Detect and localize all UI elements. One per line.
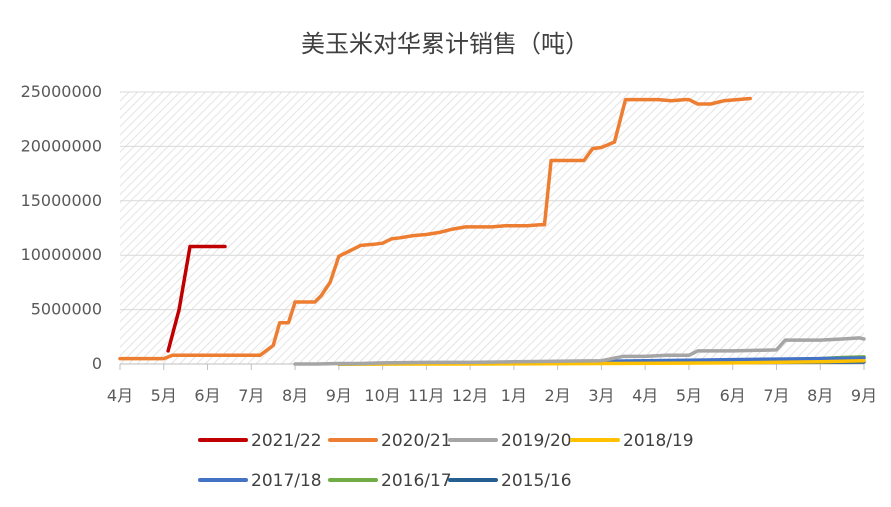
x-tick-label: 9月 [326, 386, 352, 405]
y-tick-label: 20000000 [21, 136, 102, 155]
y-tick-label: 10000000 [21, 245, 102, 264]
y-tick-label: 0 [92, 354, 102, 373]
x-tick-label: 4月 [632, 386, 658, 405]
x-tick-label: 7月 [763, 386, 789, 405]
series-line-2019-20 [293, 336, 866, 366]
legend: 2021/22 2020/21 2019/20 2018/19 2017/18 2016/… [198, 431, 694, 491]
x-tick-label: 8月 [282, 386, 308, 405]
x-tick-label: 6月 [194, 386, 220, 405]
x-tick-label: 5月 [151, 386, 177, 405]
y-axis: 0 5000000 10000000 15000000 20000000 25000000 [21, 82, 102, 373]
x-tick-label: 1月 [501, 386, 527, 405]
x-tick-label: 9月 [851, 386, 877, 405]
y-tick-label: 15000000 [21, 191, 102, 210]
y-tick-label: 25000000 [21, 82, 102, 101]
x-tick-label: 10月 [364, 386, 400, 405]
legend-label: 2017/18 [251, 471, 322, 491]
x-tick-label: 3月 [588, 386, 614, 405]
x-tick-label: 2月 [545, 386, 571, 405]
series-line-2020-21 [118, 96, 752, 361]
x-tick-label: 6月 [720, 386, 746, 405]
x-tick-label: 11月 [408, 386, 444, 405]
x-tick-label: 7月 [238, 386, 264, 405]
y-tick-label: 5000000 [31, 300, 102, 319]
chart-title: 美玉米对华累计销售（吨） [301, 30, 589, 58]
x-tick-label: 12月 [452, 386, 488, 405]
x-tick-label: 5月 [676, 386, 702, 405]
series-lines [118, 96, 866, 366]
legend-label: 2018/19 [623, 431, 694, 451]
legend-label: 2015/16 [501, 471, 572, 491]
series-line-2021-22 [166, 244, 227, 353]
x-tick-label: 4月 [107, 386, 133, 405]
legend-label: 2019/20 [501, 431, 572, 451]
x-axis: 4月 5月 6月 7月 8月 9月 10月 11月 12月 1月 2月 3月 4月 5月 6月 7月 8月 9月 [107, 363, 877, 405]
legend-label: 2016/17 [381, 471, 452, 491]
legend-label: 2021/22 [251, 431, 322, 451]
legend-label: 2020/21 [381, 431, 452, 451]
x-tick-label: 8月 [807, 386, 833, 405]
